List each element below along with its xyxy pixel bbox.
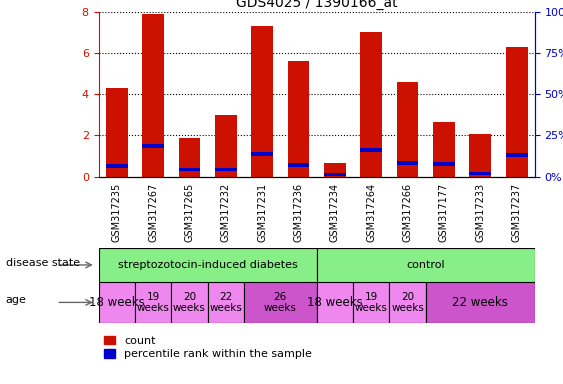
Bar: [470, 134, 491, 177]
Bar: [316, 282, 353, 323]
Bar: [506, 46, 528, 177]
Text: disease state: disease state: [6, 258, 80, 268]
Text: 20
weeks: 20 weeks: [391, 291, 424, 313]
Bar: [390, 282, 426, 323]
Text: 18 weeks: 18 weeks: [307, 296, 363, 309]
Bar: [288, 164, 310, 167]
Text: 18 weeks: 18 weeks: [89, 296, 145, 309]
Bar: [470, 172, 491, 175]
Text: 19
weeks: 19 weeks: [137, 291, 169, 313]
Bar: [106, 164, 128, 168]
Bar: [106, 88, 128, 177]
Legend: count, percentile rank within the sample: count, percentile rank within the sample: [104, 336, 312, 359]
Bar: [433, 122, 455, 177]
Bar: [135, 282, 171, 323]
Bar: [353, 282, 390, 323]
Bar: [397, 82, 418, 177]
Text: 22 weeks: 22 weeks: [453, 296, 508, 309]
Bar: [360, 148, 382, 152]
Bar: [251, 152, 273, 156]
Bar: [360, 32, 382, 177]
Bar: [99, 282, 135, 323]
Bar: [215, 115, 236, 177]
Title: GDS4025 / 1390166_at: GDS4025 / 1390166_at: [236, 0, 397, 10]
Text: control: control: [406, 260, 445, 270]
Bar: [171, 282, 208, 323]
Bar: [99, 248, 316, 282]
Bar: [433, 162, 455, 166]
Bar: [506, 153, 528, 157]
Text: streptozotocin-induced diabetes: streptozotocin-induced diabetes: [118, 260, 297, 270]
Bar: [215, 167, 236, 171]
Bar: [324, 173, 346, 176]
Bar: [316, 248, 535, 282]
Bar: [178, 167, 200, 171]
Bar: [251, 26, 273, 177]
Text: 20
weeks: 20 weeks: [173, 291, 206, 313]
Text: 26
weeks: 26 weeks: [264, 291, 297, 313]
Text: age: age: [6, 295, 26, 306]
Bar: [324, 163, 346, 177]
Bar: [142, 144, 164, 147]
Bar: [397, 161, 418, 165]
Text: 22
weeks: 22 weeks: [209, 291, 242, 313]
Bar: [178, 139, 200, 177]
Bar: [208, 282, 244, 323]
Bar: [426, 282, 535, 323]
Bar: [142, 13, 164, 177]
Bar: [244, 282, 316, 323]
Text: 19
weeks: 19 weeks: [355, 291, 388, 313]
Bar: [288, 61, 310, 177]
